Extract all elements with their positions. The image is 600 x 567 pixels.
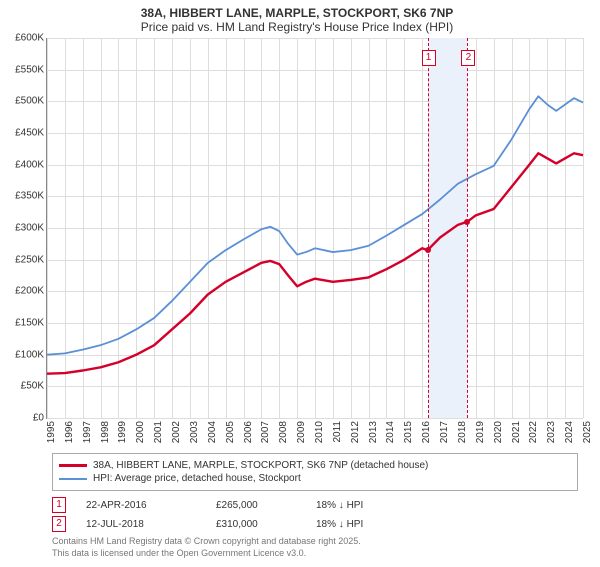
x-tick-label: 2011	[332, 421, 343, 443]
marker-dot-1	[425, 247, 431, 253]
series-property	[47, 153, 583, 373]
x-tick-label: 2003	[189, 421, 200, 443]
x-tick-label: 2015	[403, 421, 414, 443]
y-tick-label: £200K	[15, 286, 44, 297]
x-axis: 1995 1996 1997 1998 1999 2000 2001 2002 2003 2004…	[46, 419, 582, 447]
gridline-v	[583, 38, 584, 418]
x-tick-label: 2012	[350, 421, 361, 443]
x-tick-label: 2020	[493, 421, 504, 443]
x-tick-label: 2025	[582, 421, 593, 443]
x-tick-label: 2005	[225, 421, 236, 443]
y-tick-label: £500K	[15, 96, 44, 107]
x-tick-label: 1995	[46, 421, 57, 443]
legend-text: HPI: Average price, detached house, Stoc…	[93, 473, 301, 484]
y-tick-label: £350K	[15, 191, 44, 202]
series-svg	[47, 38, 583, 418]
x-tick-label: 2010	[314, 421, 325, 443]
marker-row-date: 22-APR-2016	[86, 500, 196, 511]
marker-line-1	[428, 38, 429, 418]
plot-area: £0 £50K £100K £150K £200K £250K £300K £350K £400…	[6, 38, 588, 447]
marker-row-badge: 2	[52, 516, 66, 532]
marker-table: 1 22-APR-2016 £265,000 18% ↓ HPI 2 12-JUL-201…	[52, 497, 578, 532]
y-tick-label: £250K	[15, 254, 44, 265]
legend-row: 38A, HIBBERT LANE, MARPLE, STOCKPORT, SK…	[59, 460, 571, 471]
marker-row-price: £310,000	[216, 519, 296, 530]
footer-line-1: Contains HM Land Registry data © Crown c…	[52, 536, 578, 548]
legend-swatch	[59, 464, 87, 467]
x-tick-label: 2008	[278, 421, 289, 443]
marker-row-hpi: 18% ↓ HPI	[316, 519, 406, 530]
x-tick-label: 2016	[421, 421, 432, 443]
marker-dot-2	[464, 219, 470, 225]
x-tick-label: 2000	[135, 421, 146, 443]
legend-swatch	[59, 478, 87, 480]
marker-row-price: £265,000	[216, 500, 296, 511]
x-tick-label: 1997	[82, 421, 93, 443]
footer: Contains HM Land Registry data © Crown c…	[52, 536, 578, 559]
x-tick-label: 2021	[511, 421, 522, 443]
x-tick-label: 2018	[457, 421, 468, 443]
x-tick-label: 1996	[64, 421, 75, 443]
x-tick-label: 2017	[439, 421, 450, 443]
legend-text: 38A, HIBBERT LANE, MARPLE, STOCKPORT, SK…	[93, 460, 428, 471]
marker-row: 2 12-JUL-2018 £310,000 18% ↓ HPI	[52, 516, 578, 532]
x-tick-label: 2007	[260, 421, 271, 443]
x-tick-label: 2023	[546, 421, 557, 443]
x-tick-label: 1999	[117, 421, 128, 443]
marker-row: 1 22-APR-2016 £265,000 18% ↓ HPI	[52, 497, 578, 513]
y-tick-label: £0	[33, 413, 44, 424]
marker-badge-2: 2	[461, 50, 475, 66]
marker-row-date: 12-JUL-2018	[86, 519, 196, 530]
marker-row-badge: 1	[52, 497, 66, 513]
legend-row: HPI: Average price, detached house, Stoc…	[59, 473, 571, 484]
x-tick-label: 2019	[475, 421, 486, 443]
series-hpi	[47, 96, 583, 354]
y-tick-label: £550K	[15, 64, 44, 75]
marker-line-2	[467, 38, 468, 418]
marker-badge-1: 1	[422, 50, 436, 66]
x-tick-label: 2004	[207, 421, 218, 443]
x-tick-label: 1998	[100, 421, 111, 443]
x-tick-label: 2024	[564, 421, 575, 443]
x-tick-label: 2022	[528, 421, 539, 443]
y-tick-label: £100K	[15, 349, 44, 360]
x-tick-label: 2013	[368, 421, 379, 443]
titles: 38A, HIBBERT LANE, MARPLE, STOCKPORT, SK…	[6, 6, 588, 34]
y-tick-label: £600K	[15, 33, 44, 44]
y-tick-label: £400K	[15, 159, 44, 170]
title-line-1: 38A, HIBBERT LANE, MARPLE, STOCKPORT, SK…	[6, 6, 588, 20]
x-tick-label: 2014	[385, 421, 396, 443]
legend: 38A, HIBBERT LANE, MARPLE, STOCKPORT, SK…	[52, 453, 578, 491]
x-tick-label: 2006	[243, 421, 254, 443]
marker-row-hpi: 18% ↓ HPI	[316, 500, 406, 511]
x-tick-label: 2009	[296, 421, 307, 443]
y-tick-label: £150K	[15, 318, 44, 329]
y-tick-label: £300K	[15, 223, 44, 234]
y-tick-label: £450K	[15, 128, 44, 139]
x-tick-label: 2001	[153, 421, 164, 443]
title-line-2: Price paid vs. HM Land Registry's House …	[6, 20, 588, 34]
plot: 12	[46, 38, 583, 419]
y-axis: £0£50K£100K£150K£200K£250K£300K£350K£400…	[6, 38, 46, 418]
footer-line-2: This data is licensed under the Open Gov…	[52, 548, 578, 560]
y-tick-label: £50K	[21, 381, 44, 392]
chart-container: 38A, HIBBERT LANE, MARPLE, STOCKPORT, SK…	[0, 0, 600, 567]
x-tick-label: 2002	[171, 421, 182, 443]
